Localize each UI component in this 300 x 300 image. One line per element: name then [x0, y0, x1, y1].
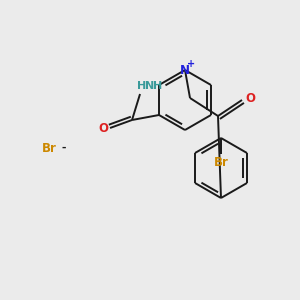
Text: H: H — [153, 81, 163, 91]
Text: O: O — [245, 92, 255, 104]
Text: H: H — [137, 81, 147, 91]
Text: N: N — [146, 81, 154, 91]
Text: N: N — [180, 64, 190, 77]
Text: O: O — [98, 122, 108, 136]
Text: Br: Br — [214, 157, 228, 169]
Text: +: + — [187, 59, 195, 69]
Text: -: - — [58, 143, 67, 153]
Text: Br: Br — [42, 142, 57, 154]
